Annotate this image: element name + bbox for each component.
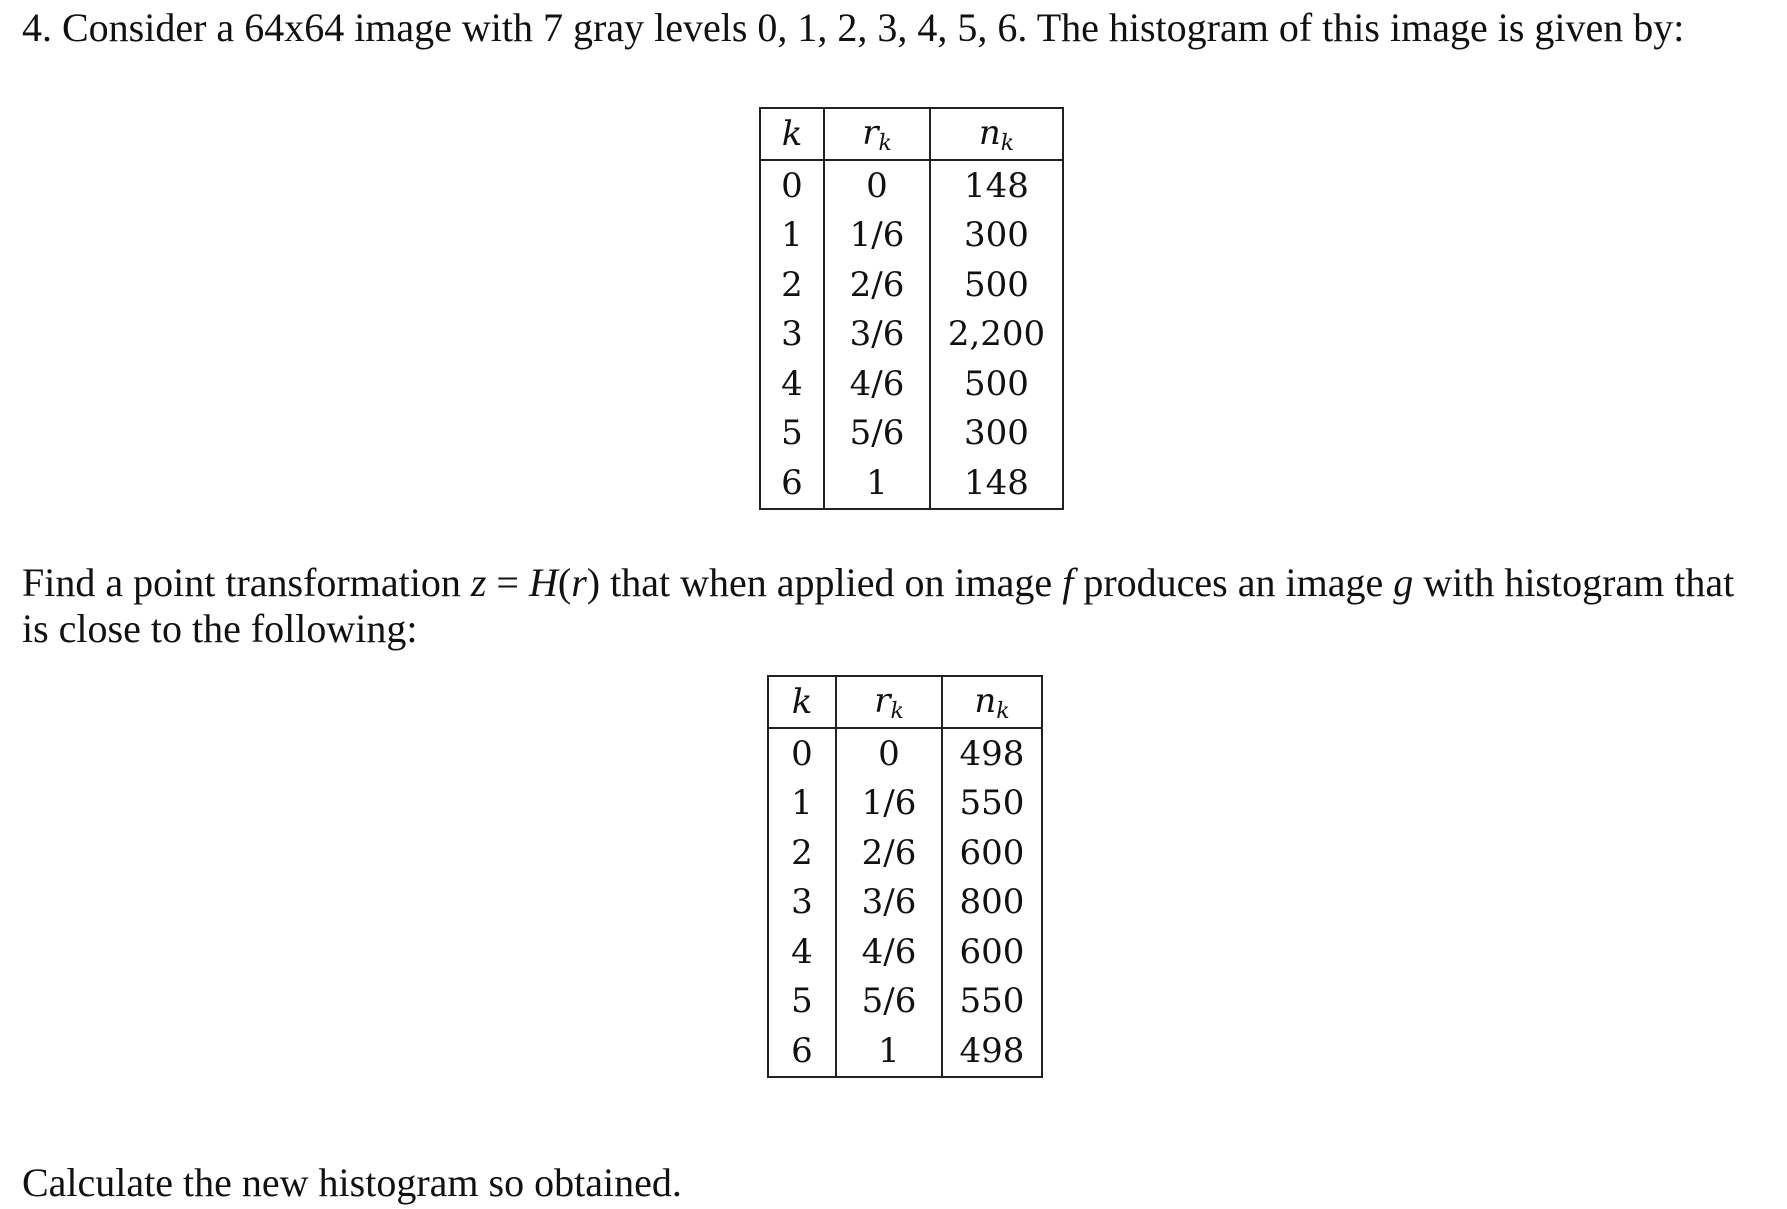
cell-k: 5 <box>767 976 837 1026</box>
header-k: k <box>767 675 837 729</box>
cell-rk: 2/6 <box>823 260 931 310</box>
table-row: 4 4/6 600 <box>767 927 1043 977</box>
table-row: 5 5/6 550 <box>767 976 1043 1026</box>
table-row: 6 1 148 <box>759 458 1064 510</box>
table-row: 0 0 498 <box>767 727 1043 779</box>
cell-nk: 300 <box>929 210 1064 260</box>
cell-nk: 300 <box>929 408 1064 458</box>
task-statement: Find a point transformation z = H(r) tha… <box>22 560 1735 651</box>
cell-k: 2 <box>759 260 825 310</box>
problem-statement: 4. Consider a 64x64 image with 7 gray le… <box>22 5 1685 50</box>
cell-k: 5 <box>759 408 825 458</box>
table-row: 1 1/6 300 <box>759 210 1064 260</box>
closing-statement: Calculate the new histogram so obtained. <box>22 1160 682 1205</box>
header-rk: rk <box>835 675 943 729</box>
table-header-row: k rk nk <box>767 675 1043 729</box>
table-row: 2 2/6 500 <box>759 260 1064 310</box>
cell-rk: 0 <box>835 727 943 779</box>
cell-nk: 550 <box>941 778 1043 828</box>
table-row: 3 3/6 2,200 <box>759 309 1064 359</box>
table-row: 0 0 148 <box>759 159 1064 211</box>
cell-k: 6 <box>767 1026 837 1078</box>
cell-nk: 800 <box>941 877 1043 927</box>
table-header-row: k rk nk <box>759 107 1064 161</box>
cell-k: 3 <box>759 309 825 359</box>
cell-nk: 500 <box>929 359 1064 409</box>
table-row: 6 1 498 <box>767 1026 1043 1078</box>
cell-k: 1 <box>767 778 837 828</box>
cell-rk: 1 <box>823 458 931 510</box>
cell-nk: 2,200 <box>929 309 1064 359</box>
cell-k: 0 <box>759 159 825 211</box>
table-row: 5 5/6 300 <box>759 408 1064 458</box>
cell-k: 4 <box>767 927 837 977</box>
cell-k: 1 <box>759 210 825 260</box>
cell-rk: 3/6 <box>823 309 931 359</box>
header-k: k <box>759 107 825 161</box>
cell-rk: 1 <box>835 1026 943 1078</box>
cell-rk: 3/6 <box>835 877 943 927</box>
table-row: 3 3/6 800 <box>767 877 1043 927</box>
cell-k: 4 <box>759 359 825 409</box>
header-nk: nk <box>929 107 1064 161</box>
cell-nk: 498 <box>941 1026 1043 1078</box>
cell-k: 0 <box>767 727 837 779</box>
cell-nk: 500 <box>929 260 1064 310</box>
table-row: 1 1/6 550 <box>767 778 1043 828</box>
cell-nk: 550 <box>941 976 1043 1026</box>
cell-k: 3 <box>767 877 837 927</box>
cell-k: 6 <box>759 458 825 510</box>
table-row: 2 2/6 600 <box>767 828 1043 878</box>
header-rk: rk <box>823 107 931 161</box>
table-row: 4 4/6 500 <box>759 359 1064 409</box>
cell-rk: 4/6 <box>835 927 943 977</box>
cell-rk: 5/6 <box>835 976 943 1026</box>
original-histogram-table: k rk nk 0 0 148 1 1/6 300 2 2/6 500 3 3/6 2,200 … <box>759 107 1064 510</box>
cell-rk: 4/6 <box>823 359 931 409</box>
cell-rk: 1/6 <box>823 210 931 260</box>
cell-nk: 148 <box>929 458 1064 510</box>
cell-nk: 498 <box>941 727 1043 779</box>
cell-k: 2 <box>767 828 837 878</box>
cell-rk: 2/6 <box>835 828 943 878</box>
cell-rk: 5/6 <box>823 408 931 458</box>
header-nk: nk <box>941 675 1043 729</box>
cell-rk: 1/6 <box>835 778 943 828</box>
cell-rk: 0 <box>823 159 931 211</box>
cell-nk: 600 <box>941 828 1043 878</box>
cell-nk: 148 <box>929 159 1064 211</box>
cell-nk: 600 <box>941 927 1043 977</box>
